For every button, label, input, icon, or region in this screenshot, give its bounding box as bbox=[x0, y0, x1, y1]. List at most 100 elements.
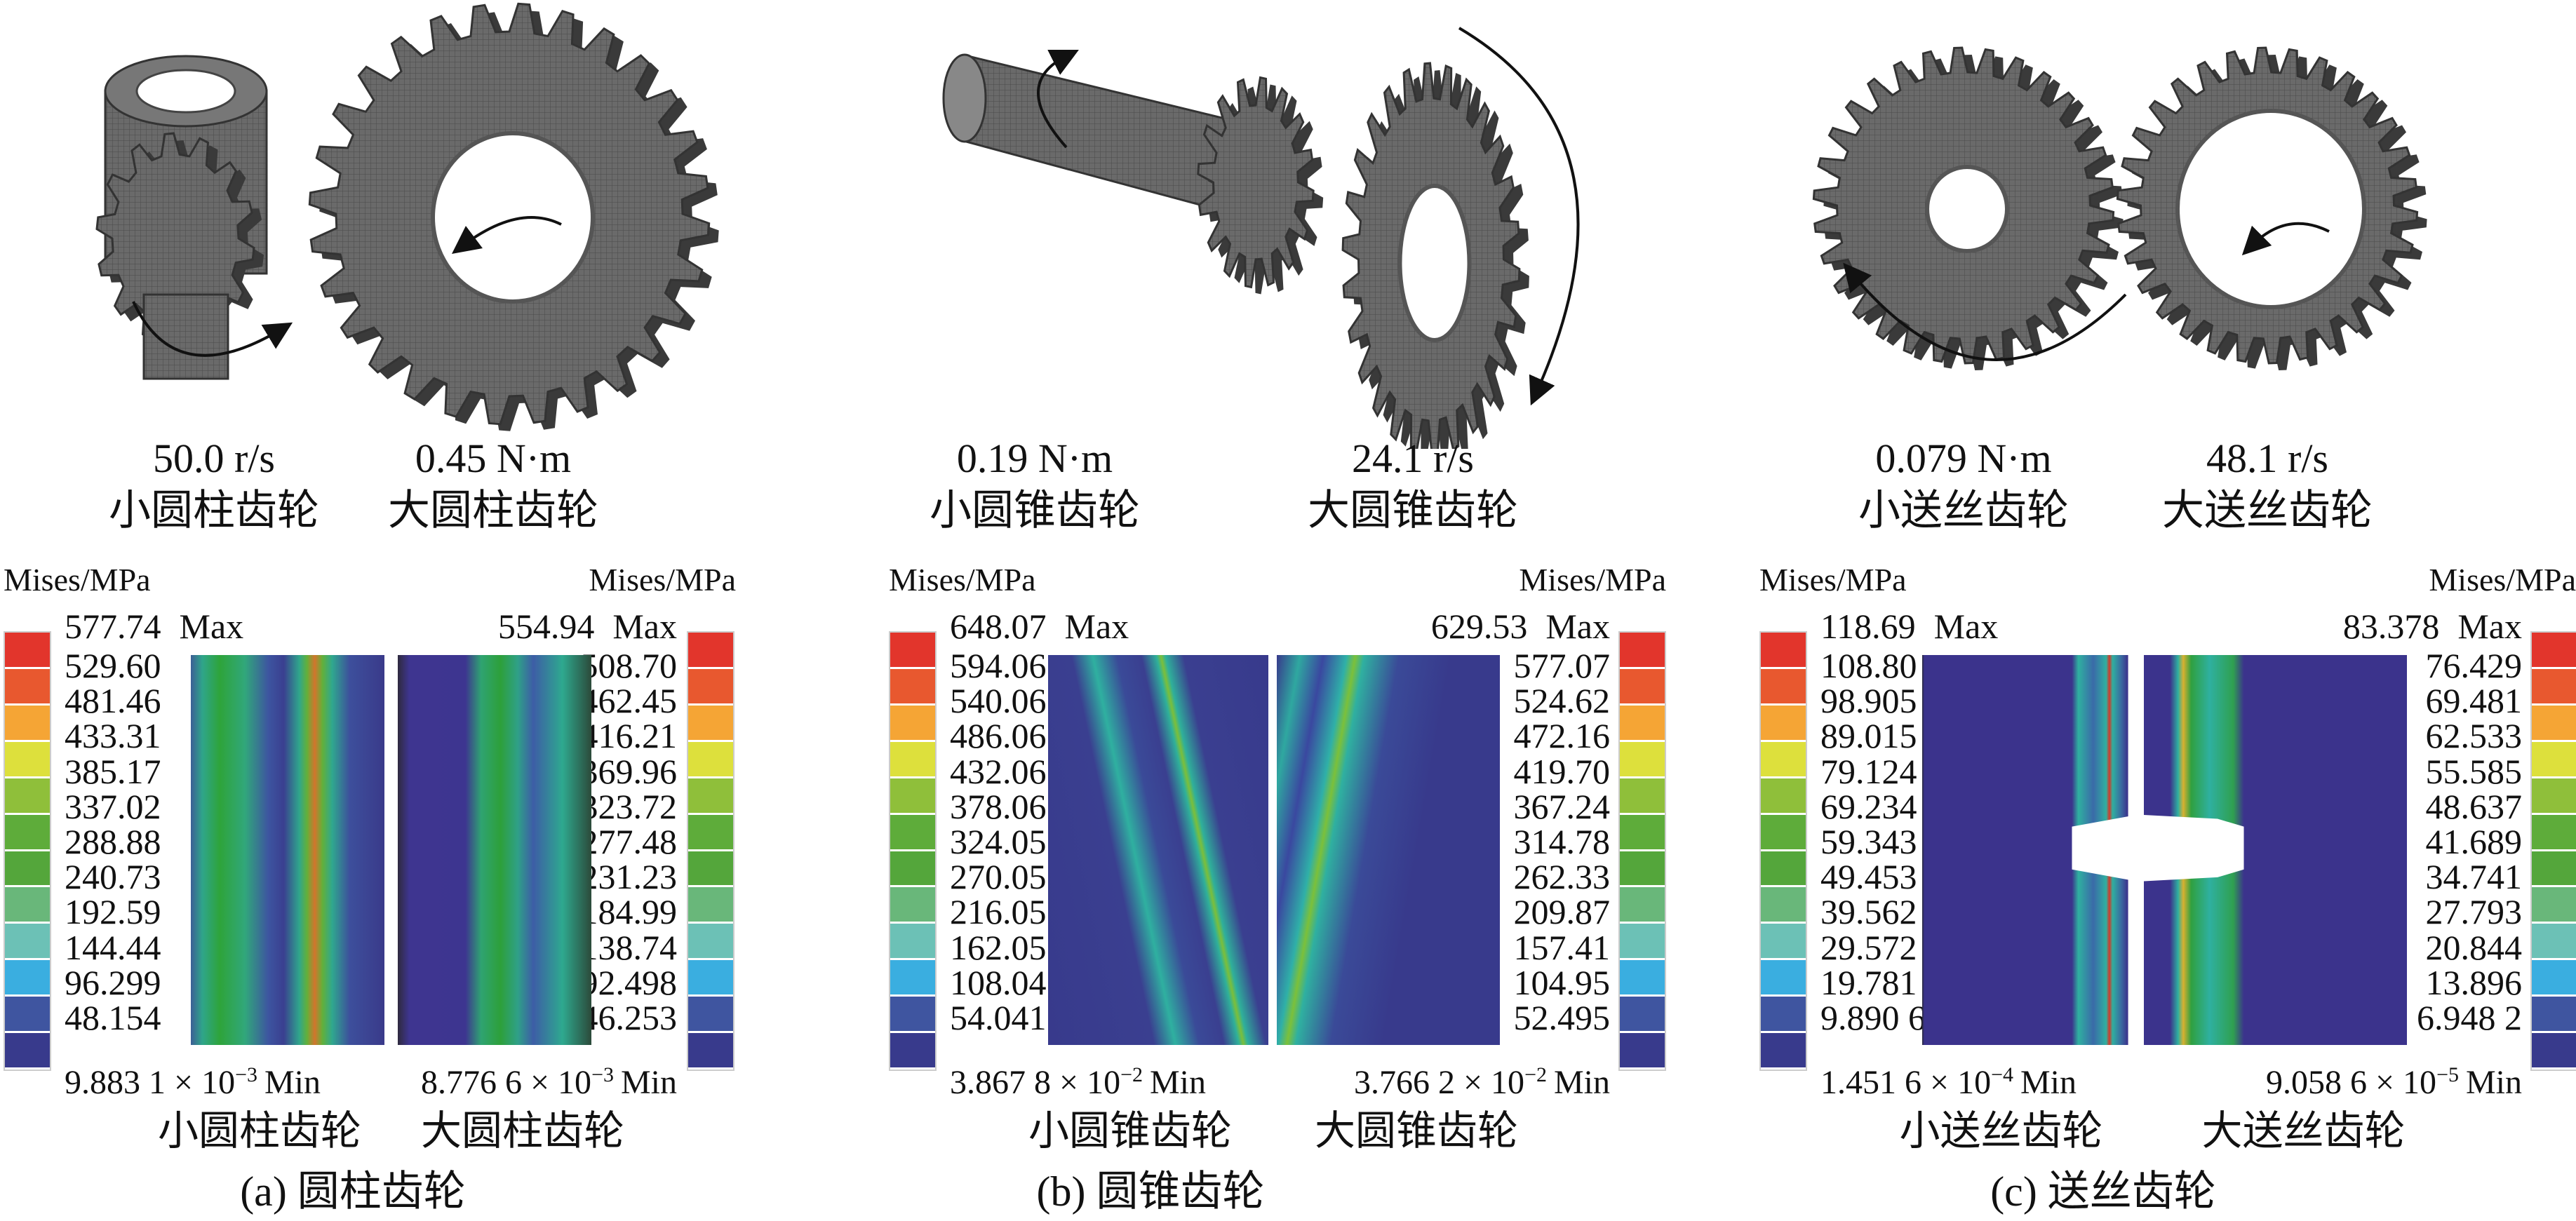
legend-color-band bbox=[5, 778, 50, 815]
legend-color-band bbox=[688, 633, 733, 669]
legend-color-band bbox=[1761, 997, 1806, 1034]
legend-value: 419.70 bbox=[1513, 751, 1611, 791]
max-word: Max bbox=[1064, 607, 1129, 646]
legend-value: 41.689 bbox=[2425, 822, 2523, 862]
legend-value: 59.343 bbox=[1820, 822, 1917, 862]
gear-torque-speed-label: 0.45 N·m bbox=[415, 436, 572, 481]
stress-contour-plot bbox=[1048, 655, 1268, 1045]
legend-color-band bbox=[2532, 924, 2576, 961]
legend-value: 192.59 bbox=[65, 892, 161, 932]
legend-value: 69.481 bbox=[2425, 681, 2523, 721]
legend-color-band bbox=[688, 1033, 733, 1070]
legend-value: 79.124 bbox=[1820, 751, 1917, 791]
legend-values: 594.06 540.06 486.06 432.06 378.06 324.05 270.… bbox=[950, 648, 1047, 1035]
legend-value: 48.154 bbox=[65, 998, 161, 1038]
legend-max-label: 554.94 Max bbox=[498, 606, 677, 647]
legend-value: 138.74 bbox=[580, 927, 678, 967]
legend-value: 49.453 bbox=[1820, 857, 1917, 897]
legend-color-band bbox=[890, 851, 935, 888]
max-word: Max bbox=[2457, 607, 2522, 646]
color-legend-bar bbox=[1618, 631, 1666, 1071]
color-legend-bar bbox=[687, 631, 734, 1071]
legend-value: 9.890 6 bbox=[1820, 998, 1926, 1038]
legend-color-band bbox=[1620, 960, 1665, 997]
legend-color-band bbox=[2532, 705, 2576, 742]
legend-value: 337.02 bbox=[65, 786, 161, 826]
max-value: 648.07 bbox=[950, 607, 1047, 646]
legend-max-label: 648.07 Max bbox=[950, 606, 1129, 647]
contact-gap bbox=[2072, 814, 2136, 882]
legend-color-band bbox=[890, 778, 935, 815]
legend-title: Mises/MPa bbox=[4, 562, 151, 598]
legend-color-band bbox=[890, 1033, 935, 1070]
legend-color-band bbox=[688, 741, 733, 778]
legend-value: 367.24 bbox=[1513, 786, 1611, 826]
legend-color-band bbox=[890, 633, 935, 669]
plot-gear-name: 小送丝齿轮 bbox=[1899, 1108, 2103, 1154]
legend-value: 529.60 bbox=[65, 646, 161, 685]
stress-contour-plot bbox=[2144, 655, 2407, 1045]
legend-color-band bbox=[688, 705, 733, 742]
legend-color-band bbox=[890, 960, 935, 997]
min-base: 3.867 8 × 10 bbox=[950, 1064, 1121, 1101]
legend-title: Mises/MPa bbox=[2429, 562, 2576, 598]
legend-color-band bbox=[1761, 705, 1806, 742]
legend-title: Mises/MPa bbox=[1519, 562, 1666, 598]
legend-color-band bbox=[2532, 668, 2576, 706]
gear-name-label: 大圆锥齿轮 bbox=[1308, 487, 1518, 534]
legend-min-label: 8.776 6 × 10−3 Min bbox=[421, 1063, 677, 1102]
legend-color-band bbox=[688, 778, 733, 815]
legend-color-band bbox=[688, 814, 733, 851]
legend-color-band bbox=[890, 924, 935, 961]
legend-value: 157.41 bbox=[1513, 927, 1611, 967]
legend-value: 34.741 bbox=[2425, 857, 2523, 897]
max-word: Max bbox=[179, 607, 244, 646]
legend-color-band bbox=[2532, 1033, 2576, 1070]
legend-color-band bbox=[890, 668, 935, 706]
legend-value: 323.72 bbox=[580, 786, 678, 826]
legend-min-label: 9.058 6 × 10−5 Min bbox=[2266, 1063, 2522, 1102]
max-value: 118.69 bbox=[1820, 607, 1916, 646]
legend-max-label: 629.53 Max bbox=[1431, 606, 1610, 647]
legend-value: 55.585 bbox=[2425, 751, 2523, 791]
rotation-arrow-large-bevel bbox=[1458, 27, 1580, 406]
large-feed-gear-bore bbox=[2175, 109, 2366, 309]
legend-value: 231.23 bbox=[580, 857, 678, 897]
gear-name-label: 小送丝齿轮 bbox=[1858, 487, 2069, 534]
legend-value: 89.015 bbox=[1820, 716, 1917, 756]
gear-name-label: 小圆柱齿轮 bbox=[109, 487, 319, 534]
plot-gear-name: 大圆锥齿轮 bbox=[1314, 1108, 1519, 1154]
stress-contour-plot bbox=[1277, 655, 1500, 1045]
legend-values: 529.60 481.46 433.31 385.17 337.02 288.88 240.… bbox=[65, 648, 161, 1035]
min-base: 3.766 2 × 10 bbox=[1353, 1064, 1525, 1101]
legend-color-band bbox=[2532, 997, 2576, 1034]
max-value: 554.94 bbox=[497, 607, 595, 646]
stress-contour-plot bbox=[398, 655, 591, 1045]
legend-color-band bbox=[1761, 814, 1806, 851]
color-legend-bar bbox=[4, 631, 51, 1071]
min-exponent: −3 bbox=[591, 1063, 614, 1086]
legend-color-band bbox=[688, 960, 733, 997]
legend-value: 92.498 bbox=[580, 962, 678, 1002]
legend-color-band bbox=[5, 668, 50, 706]
gear-torque-speed-label: 0.079 N·m bbox=[1875, 436, 2052, 481]
color-legend-bar bbox=[889, 631, 937, 1071]
max-word: Max bbox=[1933, 607, 1999, 646]
min-exponent: −2 bbox=[1120, 1063, 1143, 1086]
min-base: 1.451 6 × 10 bbox=[1820, 1064, 1992, 1101]
max-value: 629.53 bbox=[1430, 607, 1528, 646]
legend-values: 577.07 524.62 472.16 419.70 367.24 314.78 262.… bbox=[1514, 648, 1611, 1035]
legend-value: 262.33 bbox=[1513, 857, 1611, 897]
legend-color-band bbox=[1620, 997, 1665, 1034]
legend-value: 54.041 bbox=[950, 998, 1047, 1038]
legend-color-band bbox=[2532, 778, 2576, 815]
legend-color-band bbox=[1620, 741, 1665, 778]
legend-value: 486.06 bbox=[950, 716, 1047, 756]
legend-value: 481.46 bbox=[65, 681, 161, 721]
legend-value: 6.948 2 bbox=[2417, 998, 2522, 1038]
legend-color-band bbox=[1761, 960, 1806, 997]
legend-color-band bbox=[5, 741, 50, 778]
legend-values: 108.80 98.905 89.015 79.124 69.234 59.343 49.4… bbox=[1820, 648, 1926, 1035]
legend-value: 385.17 bbox=[65, 751, 161, 791]
